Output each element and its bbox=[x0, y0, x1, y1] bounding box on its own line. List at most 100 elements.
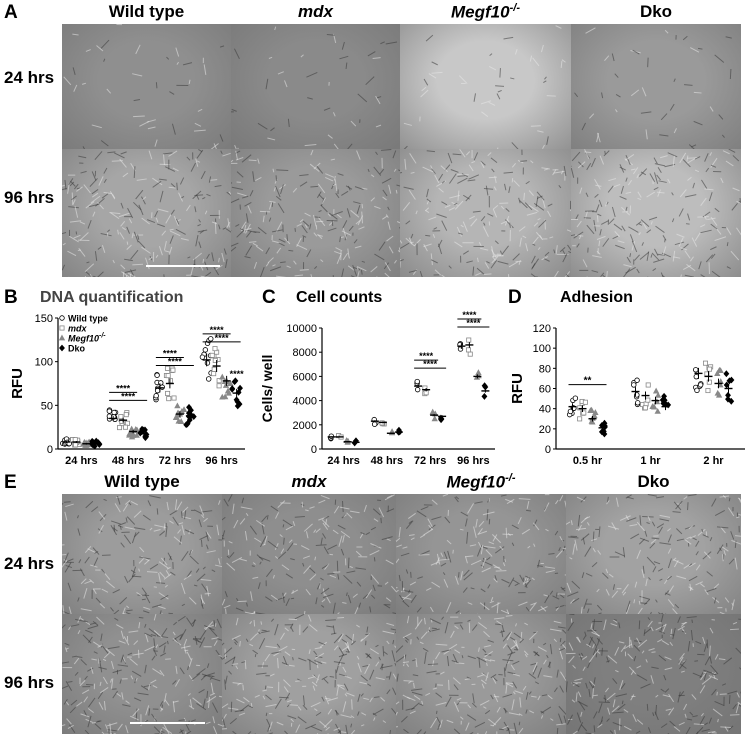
cell-mark bbox=[138, 568, 140, 572]
cell-mark bbox=[451, 660, 459, 664]
cell-mark bbox=[464, 678, 471, 681]
cell-mark bbox=[419, 550, 430, 556]
cell-mark bbox=[91, 658, 97, 661]
cell-mark bbox=[519, 574, 525, 583]
cell-mark bbox=[272, 229, 283, 233]
cell-mark bbox=[62, 605, 65, 614]
cell-mark bbox=[662, 235, 667, 241]
cell-mark bbox=[288, 539, 293, 543]
micrograph-tile bbox=[231, 149, 400, 277]
cell-mark bbox=[614, 230, 620, 237]
cell-mark bbox=[562, 629, 566, 634]
cell-mark bbox=[167, 552, 173, 561]
cell-mark bbox=[625, 494, 632, 499]
cell-mark bbox=[187, 665, 190, 671]
cell-mark bbox=[152, 604, 162, 608]
cell-mark bbox=[646, 522, 650, 525]
cell-mark bbox=[408, 512, 416, 519]
cell-mark bbox=[302, 562, 305, 567]
cell-mark bbox=[604, 694, 607, 703]
cell-mark bbox=[208, 627, 218, 637]
cell-mark bbox=[196, 149, 204, 159]
cell-mark bbox=[487, 584, 491, 589]
cell-mark bbox=[567, 591, 579, 597]
micrograph-tile bbox=[396, 494, 566, 614]
cell-mark bbox=[84, 580, 92, 585]
cell-mark bbox=[313, 232, 318, 237]
cell-mark bbox=[328, 212, 338, 220]
cell-mark bbox=[623, 708, 629, 713]
cell-mark bbox=[103, 191, 113, 195]
cell-mark bbox=[140, 685, 149, 691]
cell-mark bbox=[553, 687, 558, 693]
cell-mark bbox=[502, 631, 511, 642]
cell-mark bbox=[169, 230, 181, 237]
cell-mark bbox=[537, 646, 547, 652]
cell-mark bbox=[477, 530, 488, 535]
cell-mark bbox=[279, 632, 285, 640]
cell-mark bbox=[325, 173, 335, 178]
significance-label: **** bbox=[462, 310, 477, 320]
cell-mark bbox=[476, 656, 488, 663]
cell-mark bbox=[540, 715, 544, 719]
cell-mark bbox=[734, 557, 738, 570]
cell-mark bbox=[648, 648, 655, 651]
cell-mark bbox=[627, 179, 633, 186]
data-point bbox=[164, 365, 170, 371]
data-point bbox=[222, 382, 230, 388]
cell-mark bbox=[375, 151, 378, 156]
cell-mark bbox=[360, 532, 365, 535]
cell-mark bbox=[258, 637, 266, 650]
cell-mark bbox=[591, 631, 600, 637]
cell-mark bbox=[84, 675, 88, 680]
cell-mark bbox=[396, 711, 398, 716]
cell-mark bbox=[391, 707, 396, 715]
micrograph-tile bbox=[396, 614, 566, 734]
cell-mark bbox=[356, 624, 361, 628]
panel-c-title: Cell counts bbox=[296, 289, 383, 306]
cell-mark bbox=[568, 642, 574, 651]
cell-mark bbox=[335, 247, 343, 252]
cell-mark bbox=[546, 136, 549, 145]
cell-mark bbox=[255, 612, 266, 614]
cell-mark bbox=[527, 545, 531, 549]
data-point bbox=[204, 360, 211, 366]
cell-mark bbox=[72, 67, 76, 76]
cell-mark bbox=[622, 591, 627, 596]
cell-mark bbox=[480, 588, 486, 593]
cell-mark bbox=[315, 528, 321, 533]
micrograph-tile bbox=[566, 614, 741, 734]
cell-mark bbox=[479, 700, 490, 706]
cell-mark bbox=[338, 653, 348, 658]
cell-mark bbox=[706, 571, 713, 577]
cell-mark bbox=[509, 222, 511, 228]
cell-mark bbox=[601, 92, 604, 99]
cell-mark bbox=[160, 708, 163, 712]
cell-mark bbox=[599, 272, 605, 277]
cell-mark bbox=[356, 267, 359, 271]
cell-mark bbox=[337, 173, 344, 176]
cell-mark bbox=[507, 645, 514, 654]
cell-mark bbox=[241, 497, 245, 504]
cell-mark bbox=[511, 162, 517, 168]
cell-mark bbox=[473, 152, 479, 161]
data-point bbox=[199, 354, 206, 360]
cell-mark bbox=[486, 260, 490, 264]
data-point bbox=[154, 372, 160, 378]
cell-mark bbox=[720, 177, 724, 184]
cell-mark bbox=[84, 263, 95, 273]
cell-mark bbox=[98, 176, 104, 186]
cell-mark bbox=[493, 204, 499, 210]
cell-mark bbox=[454, 662, 465, 665]
cell-mark bbox=[403, 186, 414, 190]
cell-mark bbox=[587, 661, 591, 669]
cell-mark bbox=[531, 263, 536, 270]
cell-mark bbox=[334, 250, 343, 255]
cell-mark bbox=[127, 272, 136, 277]
cell-mark bbox=[636, 665, 642, 669]
data-point bbox=[225, 389, 232, 396]
cell-mark bbox=[280, 184, 284, 195]
cell-mark bbox=[139, 556, 151, 560]
cell-mark bbox=[646, 703, 649, 711]
cell-mark bbox=[667, 178, 671, 184]
